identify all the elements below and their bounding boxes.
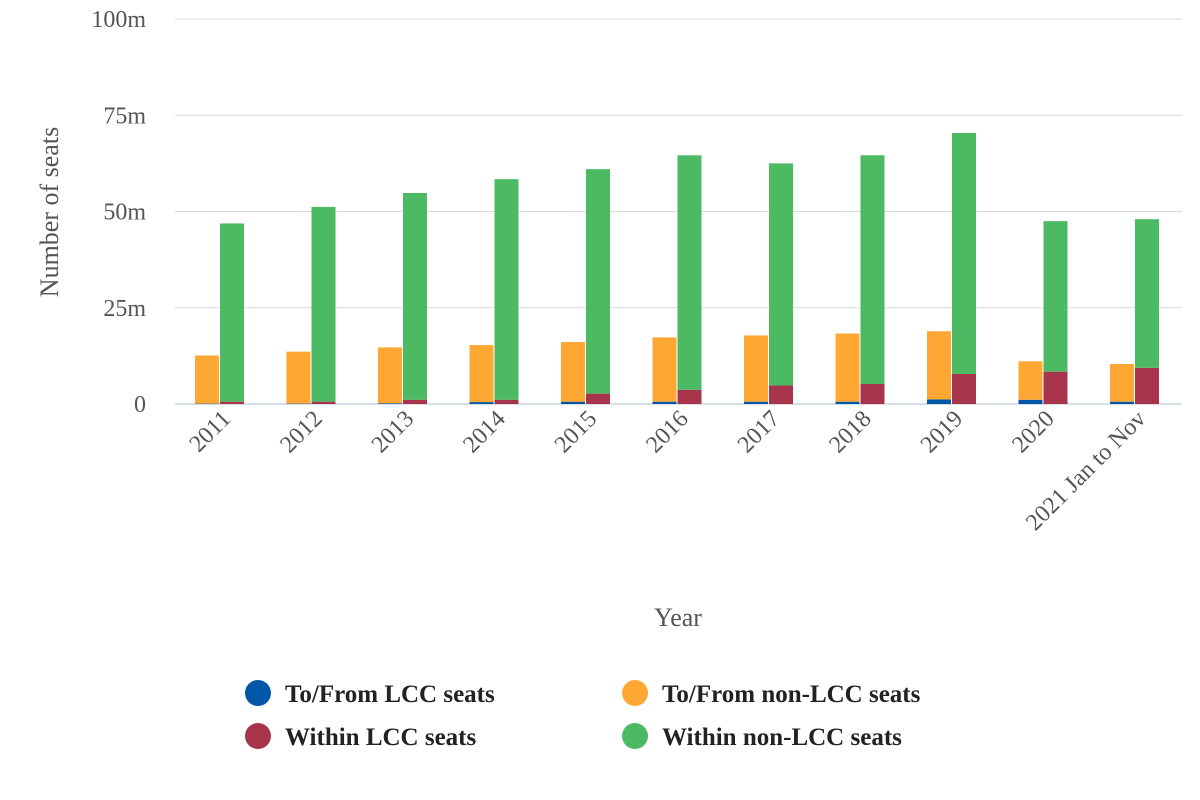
- bar-within-lcc-seats-4[interactable]: [494, 399, 519, 404]
- x-tick-label: 2020: [1007, 406, 1059, 458]
- y-axis-ticks: 0 25m 50m 75m 100m: [91, 7, 146, 418]
- bar-to-from-non-lcc-seats-8[interactable]: [835, 333, 860, 402]
- bar-within-non-lcc-seats-6[interactable]: [677, 155, 702, 390]
- bar-within-lcc-seats-3[interactable]: [403, 399, 427, 404]
- bar-within-lcc-seats-6[interactable]: [677, 389, 702, 404]
- bars: [195, 132, 1159, 404]
- bar-to-from-lcc-seats-4[interactable]: [469, 402, 494, 404]
- bar-to-from-non-lcc-seats-2[interactable]: [286, 351, 311, 404]
- bar-to-from-lcc-seats-11[interactable]: [1110, 401, 1134, 404]
- x-tick-label: 2012: [275, 406, 327, 458]
- bar-within-non-lcc-seats-9[interactable]: [952, 132, 976, 374]
- legend-item-to-from-lcc[interactable]: To/From LCC seats: [245, 680, 495, 708]
- bar-to-from-lcc-seats-8[interactable]: [835, 401, 860, 404]
- legend-item-within-non-lcc[interactable]: Within non-LCC seats: [622, 723, 902, 751]
- x-tick-label: 2016: [641, 406, 693, 458]
- bar-within-lcc-seats-11[interactable]: [1135, 367, 1159, 404]
- x-tick-label: 2015: [550, 406, 602, 458]
- bar-to-from-lcc-seats-5[interactable]: [561, 401, 585, 404]
- bar-to-from-non-lcc-seats-7[interactable]: [744, 335, 768, 402]
- bar-within-lcc-seats-5[interactable]: [586, 393, 610, 404]
- legend-item-within-lcc[interactable]: Within LCC seats: [245, 723, 477, 751]
- y-tick-label: 0: [134, 392, 146, 418]
- bar-to-from-lcc-seats-10[interactable]: [1018, 399, 1043, 404]
- x-tick-label: 2011: [185, 406, 237, 458]
- legend-marker-within-non-lcc: [622, 723, 648, 749]
- y-tick-label: 25m: [103, 296, 146, 322]
- bar-within-non-lcc-seats-4[interactable]: [494, 179, 519, 400]
- bar-within-non-lcc-seats-5[interactable]: [586, 169, 610, 394]
- x-tick-label: 2014: [458, 406, 510, 458]
- bar-to-from-lcc-seats-3[interactable]: [378, 403, 402, 404]
- bar-within-lcc-seats-9[interactable]: [952, 373, 976, 404]
- bar-within-non-lcc-seats-11[interactable]: [1135, 219, 1159, 368]
- bar-within-non-lcc-seats-3[interactable]: [403, 193, 427, 400]
- legend-label-to-from-non-lcc: To/From non-LCC seats: [662, 681, 921, 708]
- bar-within-lcc-seats-1[interactable]: [220, 401, 244, 404]
- bar-to-from-lcc-seats-6[interactable]: [652, 401, 677, 404]
- bar-within-non-lcc-seats-1[interactable]: [220, 223, 244, 402]
- x-tick-label: 2018: [824, 406, 876, 458]
- bar-to-from-lcc-seats-9[interactable]: [927, 399, 951, 404]
- bar-to-from-lcc-seats-7[interactable]: [744, 401, 768, 404]
- legend-marker-within-lcc: [245, 723, 271, 749]
- x-tick-label: 2019: [916, 406, 968, 458]
- y-tick-label: 50m: [103, 200, 146, 226]
- bar-within-lcc-seats-2[interactable]: [311, 401, 336, 404]
- bar-within-lcc-seats-10[interactable]: [1043, 371, 1068, 404]
- bar-within-non-lcc-seats-7[interactable]: [769, 163, 793, 386]
- bar-within-lcc-seats-7[interactable]: [769, 385, 793, 404]
- bar-to-from-non-lcc-seats-6[interactable]: [652, 337, 677, 402]
- x-axis-title: Year: [654, 603, 702, 632]
- legend-label-within-non-lcc: Within non-LCC seats: [662, 724, 902, 751]
- bar-to-from-non-lcc-seats-3[interactable]: [378, 347, 402, 404]
- legend-marker-to-from-non-lcc: [622, 680, 648, 706]
- bar-to-from-non-lcc-seats-11[interactable]: [1110, 363, 1134, 402]
- bar-within-lcc-seats-8[interactable]: [860, 383, 885, 404]
- x-tick-label: 2017: [733, 406, 785, 458]
- legend-item-to-from-non-lcc[interactable]: To/From non-LCC seats: [622, 680, 921, 708]
- y-tick-label: 75m: [103, 103, 146, 129]
- bar-to-from-non-lcc-seats-9[interactable]: [927, 331, 951, 400]
- y-axis-title: Number of seats: [35, 127, 64, 297]
- bar-to-from-non-lcc-seats-4[interactable]: [469, 345, 494, 403]
- bar-within-non-lcc-seats-8[interactable]: [860, 155, 885, 384]
- bar-to-from-non-lcc-seats-10[interactable]: [1018, 361, 1043, 400]
- y-tick-label: 100m: [91, 7, 146, 33]
- legend-label-to-from-lcc: To/From LCC seats: [285, 681, 495, 708]
- bar-to-from-non-lcc-seats-1[interactable]: [195, 355, 219, 404]
- bar-to-from-non-lcc-seats-5[interactable]: [561, 342, 585, 402]
- x-axis-ticks: 2011 2012 2013 2014 2015 2016 2017 2018 2019 2020…: [185, 406, 1152, 536]
- legend: To/From LCC seats To/From non-LCC seats …: [245, 680, 921, 751]
- bar-within-non-lcc-seats-10[interactable]: [1043, 221, 1068, 372]
- x-tick-label: 2013: [367, 406, 419, 458]
- bar-within-non-lcc-seats-2[interactable]: [311, 206, 336, 402]
- legend-label-within-lcc: Within LCC seats: [285, 724, 477, 751]
- legend-marker-to-from-lcc: [245, 680, 271, 706]
